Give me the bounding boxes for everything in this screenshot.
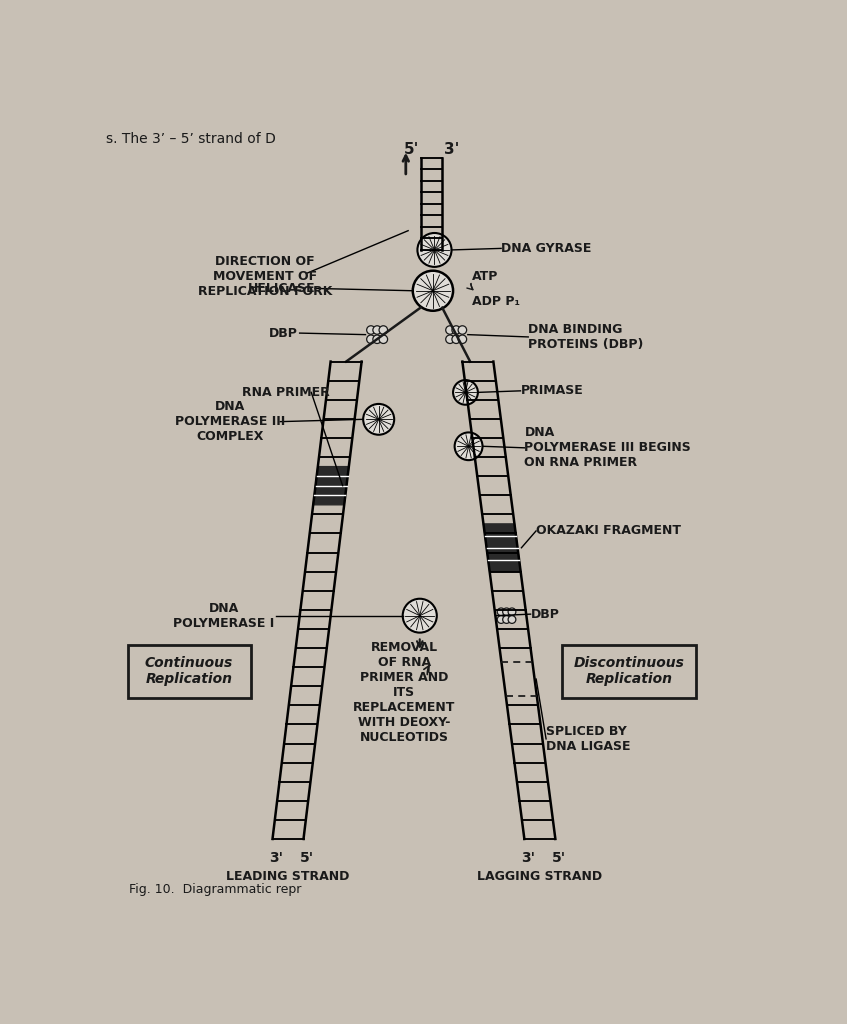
- Text: LAGGING STRAND: LAGGING STRAND: [478, 869, 602, 883]
- Circle shape: [367, 335, 375, 343]
- Circle shape: [508, 615, 516, 624]
- Text: OKAZAKI FRAGMENT: OKAZAKI FRAGMENT: [536, 524, 681, 538]
- Circle shape: [418, 233, 451, 267]
- Text: 3': 3': [444, 142, 459, 158]
- Circle shape: [502, 608, 511, 615]
- Polygon shape: [313, 467, 349, 505]
- Circle shape: [453, 380, 478, 404]
- Text: 5': 5': [301, 851, 314, 864]
- Text: 5': 5': [552, 851, 567, 864]
- Text: s. The 3’ – 5’ strand of D: s. The 3’ – 5’ strand of D: [106, 132, 276, 146]
- Circle shape: [497, 615, 505, 624]
- Text: ATP: ATP: [472, 270, 498, 284]
- Text: PRIMASE: PRIMASE: [521, 384, 584, 397]
- Text: 5': 5': [404, 142, 419, 158]
- Text: DNA
POLYMERASE III
COMPLEX: DNA POLYMERASE III COMPLEX: [174, 400, 285, 443]
- Text: SPLICED BY
DNA LIGASE: SPLICED BY DNA LIGASE: [546, 725, 630, 753]
- Circle shape: [508, 608, 516, 615]
- Circle shape: [446, 326, 454, 334]
- Text: DNA
POLYMERASE III BEGINS
ON RNA PRIMER: DNA POLYMERASE III BEGINS ON RNA PRIMER: [524, 426, 691, 469]
- Text: DNA BINDING
PROTEINS (DBP): DNA BINDING PROTEINS (DBP): [529, 323, 644, 351]
- Text: DIRECTION OF
MOVEMENT OF
REPLICATION FORK: DIRECTION OF MOVEMENT OF REPLICATION FOR…: [197, 255, 332, 298]
- Circle shape: [502, 615, 511, 624]
- Text: 3': 3': [269, 851, 284, 864]
- Circle shape: [452, 335, 461, 343]
- Text: HELICASE: HELICASE: [247, 282, 315, 295]
- Circle shape: [363, 403, 394, 435]
- Circle shape: [412, 270, 453, 310]
- Text: LEADING STRAND: LEADING STRAND: [226, 869, 350, 883]
- Text: DNA GYRASE: DNA GYRASE: [501, 242, 591, 255]
- Text: Discontinuous
Replication: Discontinuous Replication: [573, 656, 684, 686]
- Text: RNA PRIMER: RNA PRIMER: [241, 386, 329, 399]
- Circle shape: [379, 335, 388, 343]
- Text: ADP P₁: ADP P₁: [472, 295, 520, 308]
- Circle shape: [446, 335, 454, 343]
- Polygon shape: [484, 524, 521, 571]
- Circle shape: [497, 608, 505, 615]
- Text: REMOVAL
OF RNA
PRIMER AND
ITS
REPLACEMENT
WITH DEOXY-
NUCLEOTIDS: REMOVAL OF RNA PRIMER AND ITS REPLACEMEN…: [353, 641, 456, 744]
- Text: DBP: DBP: [269, 327, 298, 340]
- Circle shape: [458, 326, 467, 334]
- Circle shape: [458, 335, 467, 343]
- Circle shape: [367, 326, 375, 334]
- Circle shape: [455, 432, 483, 460]
- Text: Continuous
Replication: Continuous Replication: [145, 656, 233, 686]
- Circle shape: [379, 326, 388, 334]
- FancyBboxPatch shape: [128, 645, 251, 698]
- Circle shape: [373, 335, 381, 343]
- Text: DNA
POLYMERASE I: DNA POLYMERASE I: [173, 602, 274, 630]
- Circle shape: [402, 599, 437, 633]
- Text: 3': 3': [521, 851, 535, 864]
- Circle shape: [373, 326, 381, 334]
- FancyBboxPatch shape: [562, 645, 696, 698]
- Text: DBP: DBP: [530, 607, 560, 621]
- Circle shape: [452, 326, 461, 334]
- Text: Fig. 10.  Diagrammatic repr: Fig. 10. Diagrammatic repr: [129, 883, 302, 896]
